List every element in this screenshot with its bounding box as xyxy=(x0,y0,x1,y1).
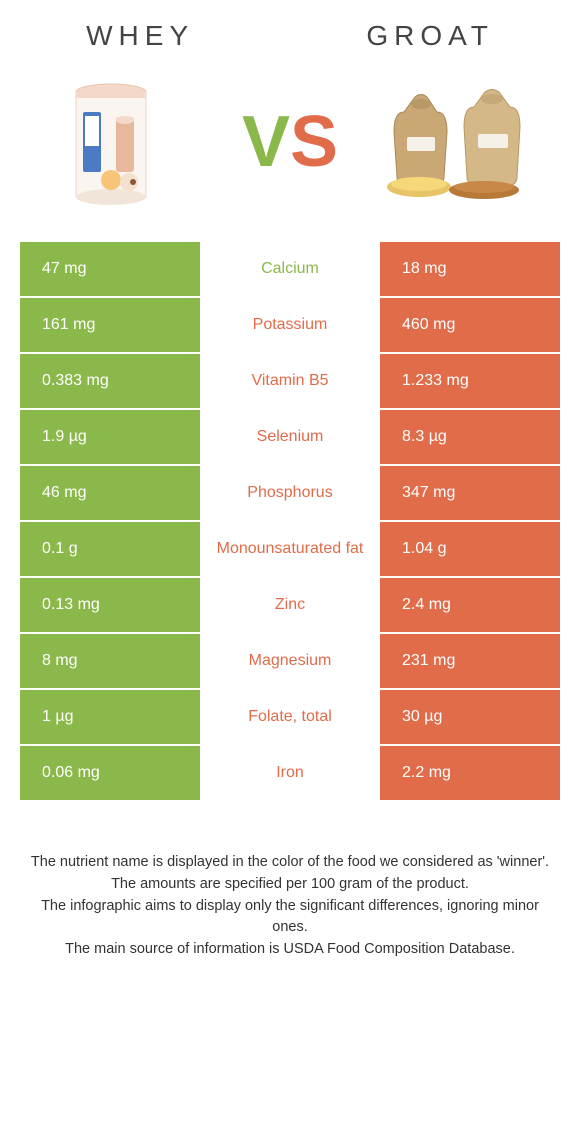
table-row: 0.13 mgZinc2.4 mg xyxy=(20,578,560,634)
table-row: 0.1 gMonounsaturated fat1.04 g xyxy=(20,522,560,578)
footer-line: The amounts are specified per 100 gram o… xyxy=(30,874,550,896)
table-row: 0.383 mgVitamin B51.233 mg xyxy=(20,354,560,410)
cell-right: 18 mg xyxy=(380,242,560,296)
table-row: 1.9 µgSelenium8.3 µg xyxy=(20,410,560,466)
title-left: WHEY xyxy=(86,20,194,52)
cell-right: 1.233 mg xyxy=(380,354,560,408)
cell-right: 2.2 mg xyxy=(380,746,560,800)
table-row: 161 mgPotassium460 mg xyxy=(20,298,560,354)
cell-left: 0.06 mg xyxy=(20,746,200,800)
cell-nutrient: Calcium xyxy=(200,242,380,296)
cell-left: 0.13 mg xyxy=(20,578,200,632)
cell-left: 1.9 µg xyxy=(20,410,200,464)
vs-s: S xyxy=(290,102,338,182)
cell-nutrient: Vitamin B5 xyxy=(200,354,380,408)
cell-nutrient: Iron xyxy=(200,746,380,800)
cell-right: 30 µg xyxy=(380,690,560,744)
table-row: 8 mgMagnesium231 mg xyxy=(20,634,560,690)
title-right: GROAT xyxy=(366,20,493,52)
cell-left: 0.383 mg xyxy=(20,354,200,408)
table-row: 47 mgCalcium18 mg xyxy=(20,242,560,298)
cell-nutrient: Magnesium xyxy=(200,634,380,688)
table-row: 46 mgPhosphorus347 mg xyxy=(20,466,560,522)
vs-label: VS xyxy=(242,101,338,183)
table-row: 0.06 mgIron2.2 mg xyxy=(20,746,560,802)
footer-notes: The nutrient name is displayed in the co… xyxy=(0,802,580,961)
table-row: 1 µgFolate, total30 µg xyxy=(20,690,560,746)
groat-image xyxy=(379,72,539,212)
whey-image xyxy=(41,72,201,212)
cell-right: 8.3 µg xyxy=(380,410,560,464)
cell-left: 46 mg xyxy=(20,466,200,520)
comparison-table: 47 mgCalcium18 mg161 mgPotassium460 mg0.… xyxy=(20,242,560,802)
cell-left: 161 mg xyxy=(20,298,200,352)
cell-right: 347 mg xyxy=(380,466,560,520)
cell-right: 2.4 mg xyxy=(380,578,560,632)
header-row: WHEY GROAT xyxy=(0,0,580,62)
cell-right: 1.04 g xyxy=(380,522,560,576)
footer-line: The infographic aims to display only the… xyxy=(30,896,550,940)
footer-line: The main source of information is USDA F… xyxy=(30,939,550,961)
cell-nutrient: Phosphorus xyxy=(200,466,380,520)
cell-right: 231 mg xyxy=(380,634,560,688)
vs-v: V xyxy=(242,102,290,182)
images-row: VS xyxy=(0,62,580,242)
cell-left: 47 mg xyxy=(20,242,200,296)
cell-left: 1 µg xyxy=(20,690,200,744)
cell-left: 0.1 g xyxy=(20,522,200,576)
cell-left: 8 mg xyxy=(20,634,200,688)
cell-nutrient: Zinc xyxy=(200,578,380,632)
cell-right: 460 mg xyxy=(380,298,560,352)
cell-nutrient: Selenium xyxy=(200,410,380,464)
cell-nutrient: Folate, total xyxy=(200,690,380,744)
cell-nutrient: Potassium xyxy=(200,298,380,352)
footer-line: The nutrient name is displayed in the co… xyxy=(30,852,550,874)
cell-nutrient: Monounsaturated fat xyxy=(200,522,380,576)
